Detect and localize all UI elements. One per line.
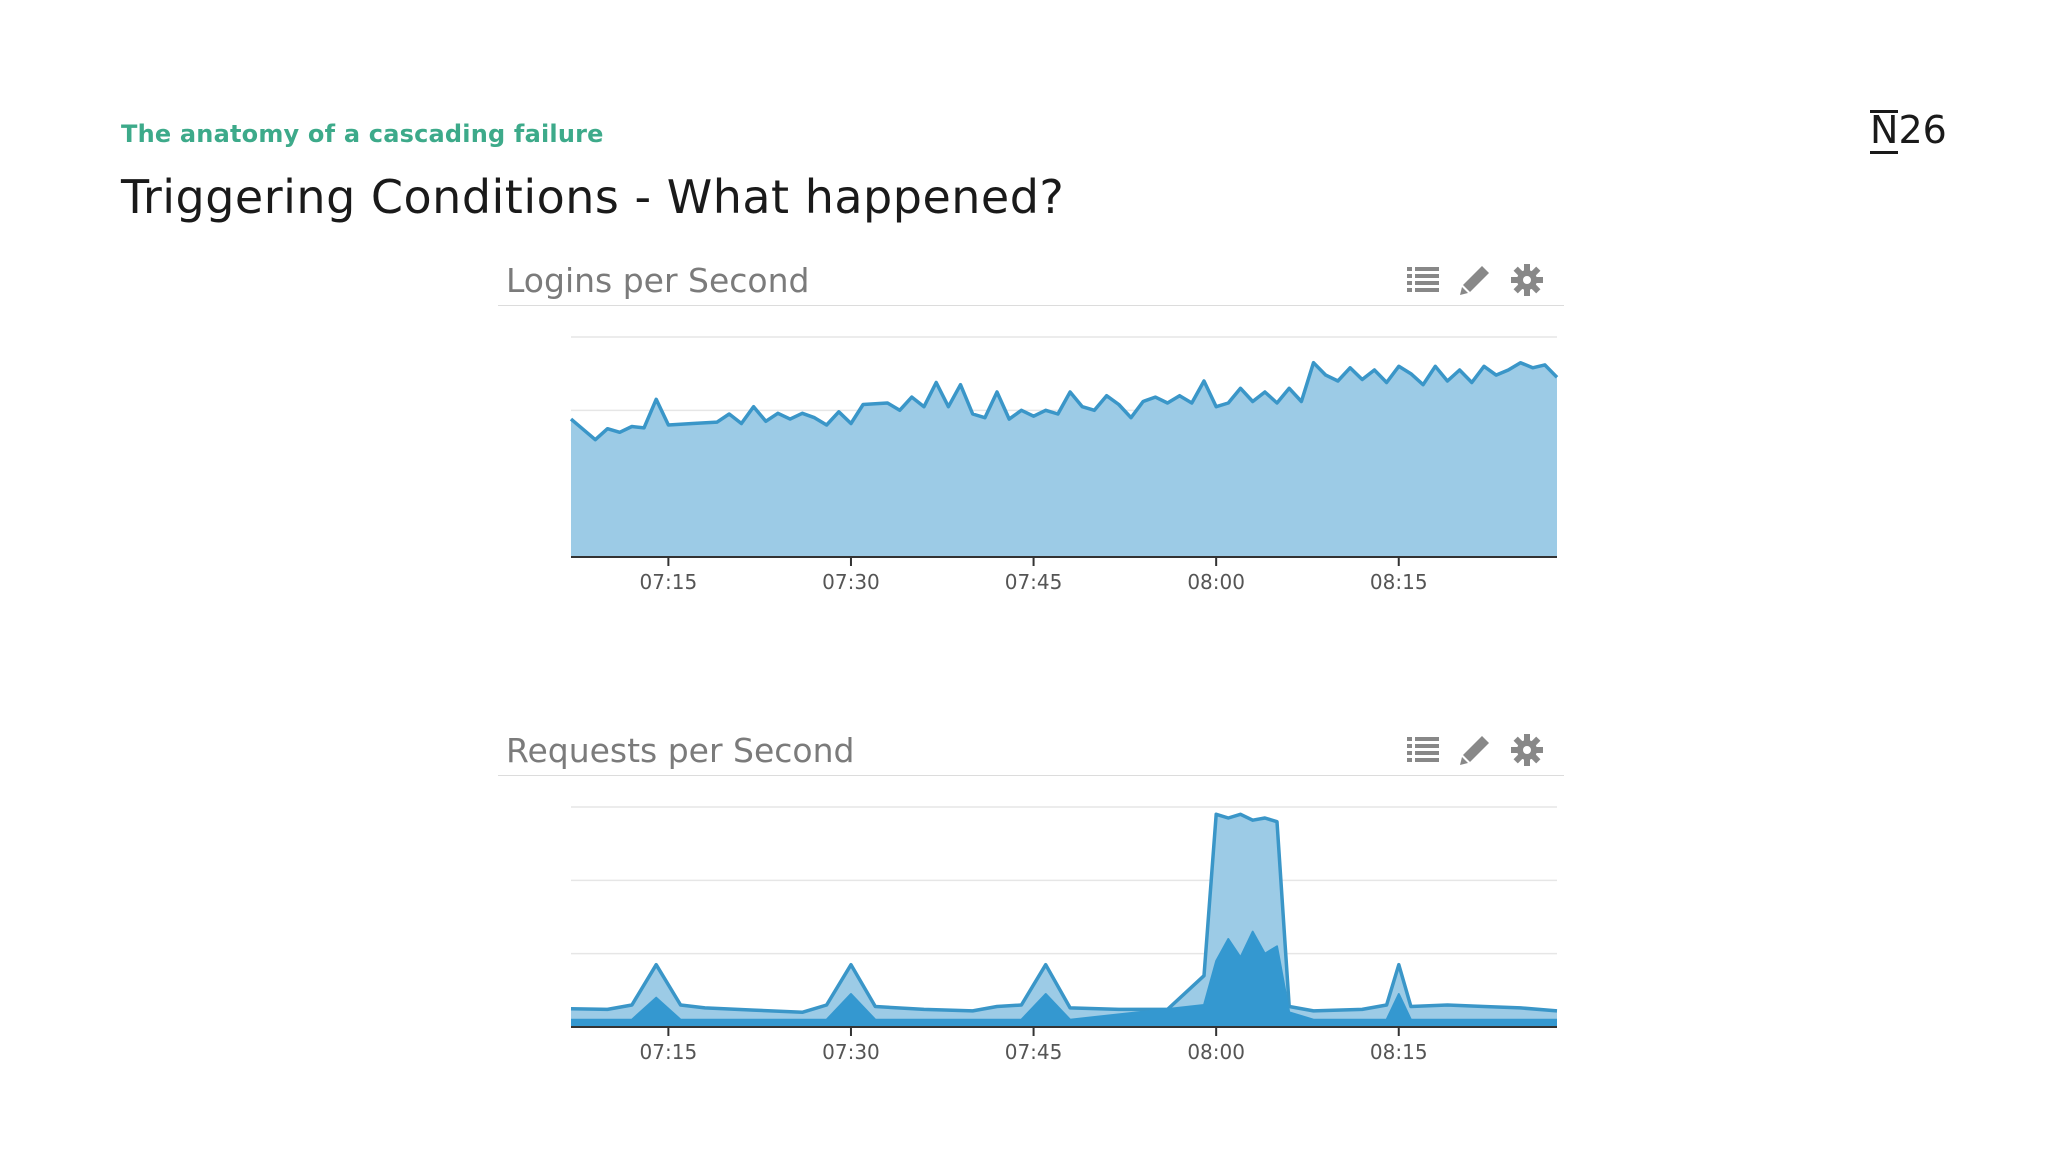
gear-icon[interactable] [1510, 263, 1544, 297]
panel-title: Requests per Second [506, 731, 855, 770]
x-tick-label: 08:15 [1370, 570, 1428, 594]
panel-title: Logins per Second [506, 261, 810, 300]
panel-tools [1406, 733, 1544, 767]
x-tick-label: 07:45 [1005, 570, 1063, 594]
pencil-icon[interactable] [1458, 263, 1492, 297]
x-tick-label: 07:15 [640, 570, 698, 594]
gear-icon[interactable] [1510, 733, 1544, 767]
panel-header: Logins per Second [498, 255, 1564, 306]
logo-letter-n: N [1870, 108, 1899, 154]
series-area [571, 362, 1557, 557]
slide-kicker: The anatomy of a cascading failure [121, 120, 604, 148]
x-tick-label: 08:00 [1187, 570, 1245, 594]
x-tick-label: 07:30 [822, 570, 880, 594]
logins-chart: 07:15 07:30 07:45 08:00 08:15 [569, 336, 1559, 594]
x-tick-label: 07:15 [640, 1040, 698, 1064]
series-line [571, 930, 1557, 1021]
list-icon[interactable] [1406, 263, 1440, 297]
logins-panel: Logins per Second [498, 255, 1564, 665]
list-icon[interactable] [1406, 733, 1440, 767]
requests-panel: Requests per Second [498, 725, 1564, 1135]
series-line [569, 360, 1559, 442]
panel-header: Requests per Second [498, 725, 1564, 776]
series-line [570, 812, 1558, 1015]
x-tick-label: 08:15 [1370, 1040, 1428, 1064]
slide-title: Triggering Conditions - What happened? [121, 170, 1065, 224]
requests-chart: 07:15 07:30 07:45 08:00 08:15 [570, 806, 1558, 1064]
x-tick-label: 07:30 [822, 1040, 880, 1064]
series-area [571, 931, 1557, 1027]
logo-digits: 26 [1898, 108, 1947, 152]
panel-tools [1406, 263, 1544, 297]
x-tick-label: 08:00 [1187, 1040, 1245, 1064]
n26-logo: N26 [1870, 108, 1947, 154]
x-tick-label: 07:45 [1005, 1040, 1063, 1064]
pencil-icon[interactable] [1458, 733, 1492, 767]
